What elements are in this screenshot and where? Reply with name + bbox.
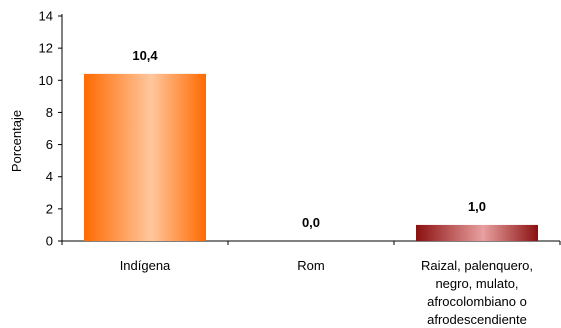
y-tick-label: 2 (46, 201, 53, 216)
y-tick-label: 8 (46, 105, 53, 120)
bar (416, 224, 538, 241)
y-tick-label: 4 (46, 169, 53, 184)
data-label: 1,0 (468, 199, 486, 214)
category-label: Rom (297, 258, 324, 273)
data-label: 0,0 (302, 215, 320, 230)
y-tick-label: 12 (39, 41, 53, 56)
data-label: 10,4 (132, 48, 158, 63)
y-axis-label: Porcentaje (9, 110, 24, 172)
bars (84, 73, 538, 241)
category-label: Indígena (120, 258, 171, 273)
labels: 10,4 Indígena 0,0 Rom 1,0 Raizal, palenquero,… (120, 48, 533, 327)
bar (84, 73, 206, 241)
category-label: Raizal, palenquero, negro, mulato, afrocol… (421, 258, 533, 327)
y-tick-label: 10 (39, 73, 53, 88)
y-tick-label: 14 (39, 9, 53, 24)
y-tick-label: 0 (46, 234, 53, 249)
y-tick-label: 6 (46, 137, 53, 152)
